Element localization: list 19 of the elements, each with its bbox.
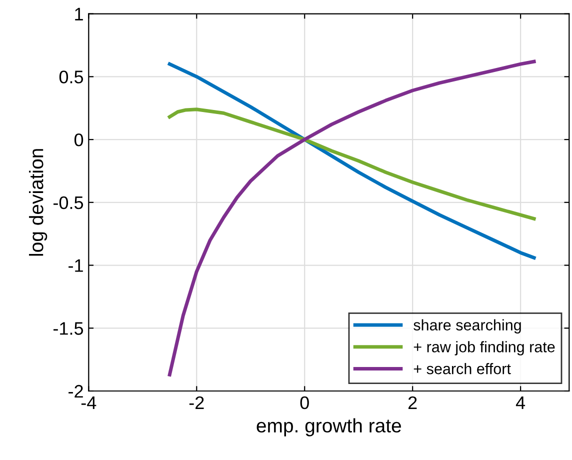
y-tick-label: -0.5 — [53, 196, 84, 210]
y-tick-label: 1 — [75, 8, 83, 20]
y-tick-label: -1.5 — [53, 322, 84, 335]
x-tick-label: 0 — [300, 396, 309, 410]
line-series — [168, 62, 536, 260]
legend-label: share searching — [414, 319, 521, 334]
legend-label: + raw job finding rate — [414, 341, 555, 356]
y-axis-title: log deviation — [29, 149, 48, 256]
y-tick-label: -1 — [68, 259, 83, 272]
x-tick-label: 4 — [516, 396, 526, 409]
line-series — [168, 108, 536, 220]
legend-label: + search effort — [414, 363, 511, 374]
y-tick-label: 0 — [74, 133, 84, 146]
x-tick-label: 2 — [408, 396, 417, 409]
x-tick-label: -4 — [81, 396, 96, 409]
y-tick-label: -2 — [68, 384, 83, 398]
x-axis-title: emp. growth rate — [256, 418, 401, 436]
x-tick-label: -2 — [189, 396, 204, 409]
y-tick-label: 0.5 — [59, 70, 84, 84]
